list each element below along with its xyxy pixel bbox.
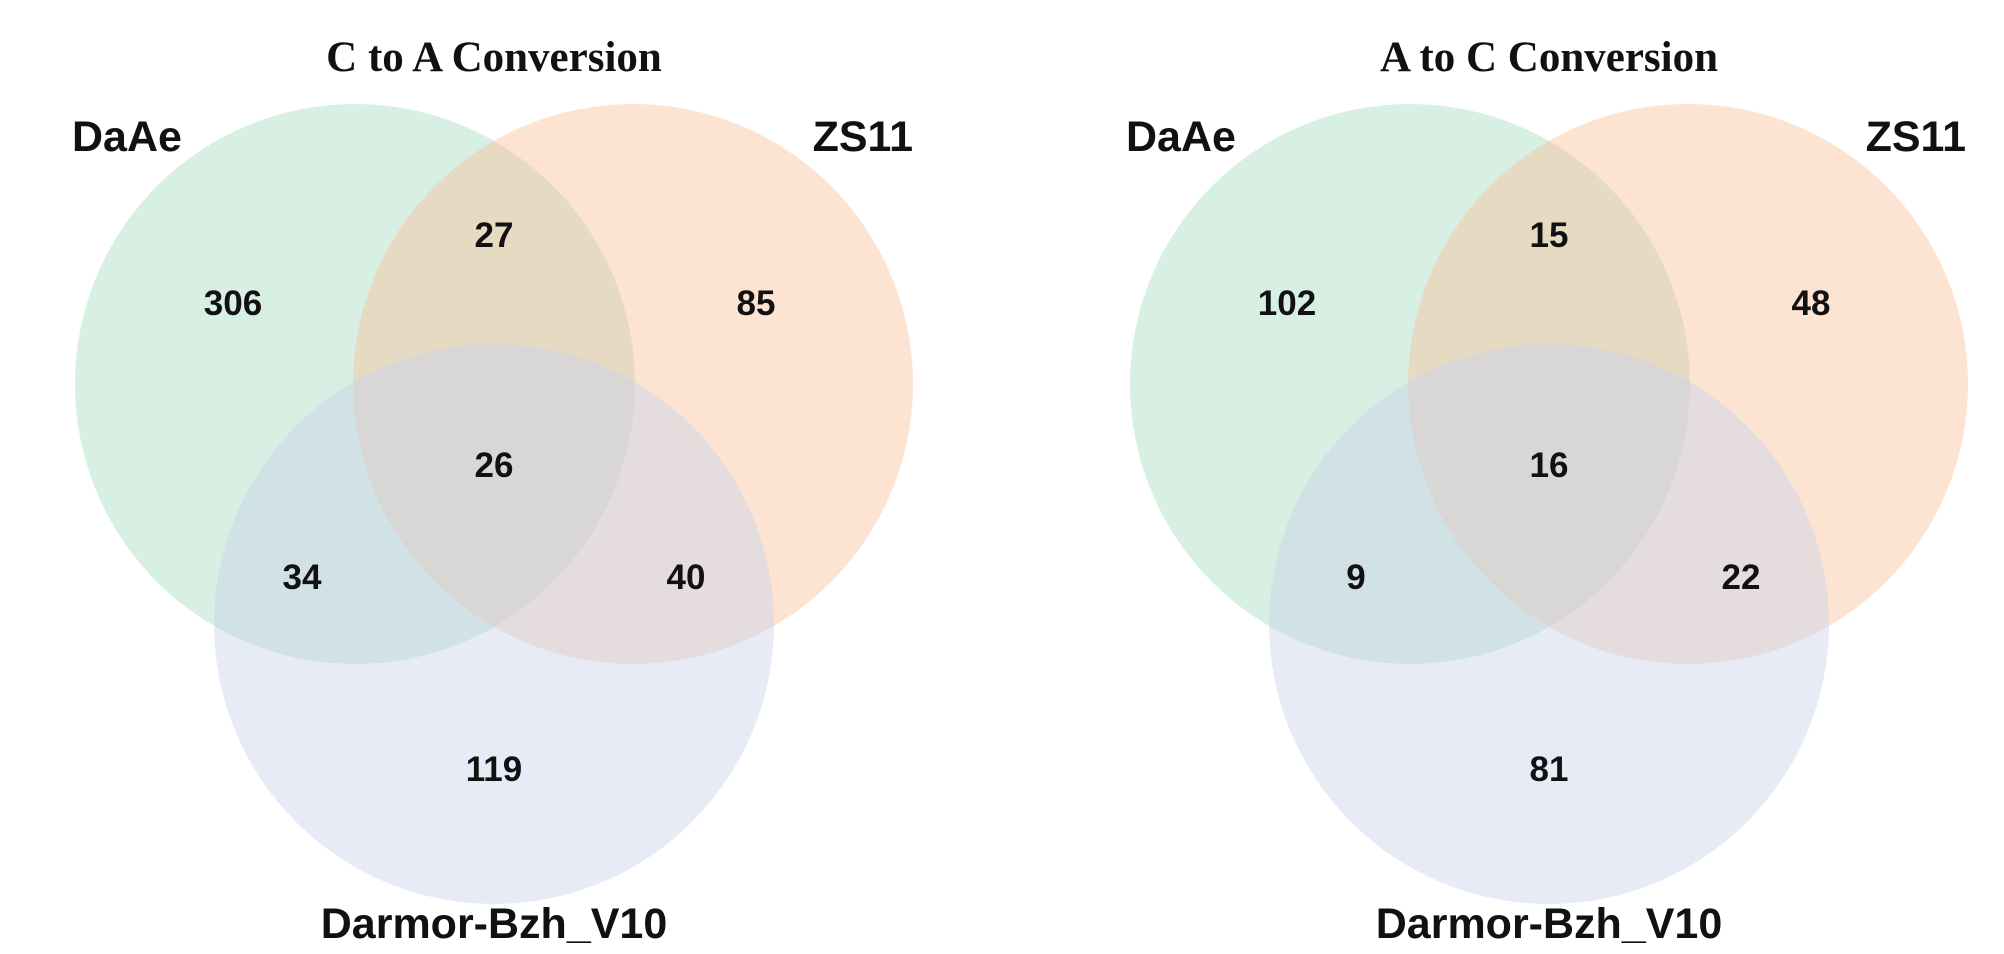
count-zs11-only: 85 bbox=[737, 284, 776, 323]
set-circle-zs11 bbox=[1408, 104, 1968, 664]
panel-title: A to C Conversion bbox=[1380, 34, 1718, 81]
count-daae-zs11: 27 bbox=[475, 216, 514, 255]
count-zs11-darmor: 40 bbox=[667, 558, 706, 597]
set-label-darmor: Darmor-Bzh_V10 bbox=[321, 900, 668, 948]
venn-panel-a-to-c: A to C Conversion DaAe ZS11 Darmor-Bzh_V… bbox=[1126, 34, 1968, 948]
set-label-darmor: Darmor-Bzh_V10 bbox=[1376, 900, 1723, 948]
count-all-three: 26 bbox=[475, 446, 514, 485]
set-label-daae: DaAe bbox=[72, 113, 182, 161]
count-daae-only: 306 bbox=[204, 284, 262, 323]
set-circle-daae bbox=[1130, 104, 1690, 664]
count-daae-zs11: 15 bbox=[1530, 216, 1569, 255]
set-circle-daae bbox=[75, 104, 635, 664]
count-darmor-only: 119 bbox=[466, 750, 522, 789]
set-label-zs11: ZS11 bbox=[813, 113, 913, 161]
count-daae-darmor: 9 bbox=[1346, 558, 1365, 597]
set-label-daae: DaAe bbox=[1126, 113, 1236, 161]
panel-title: C to A Conversion bbox=[326, 34, 662, 81]
set-circle-darmor bbox=[1269, 344, 1829, 904]
venn-panel-c-to-a: C to A Conversion DaAe ZS11 Darmor-Bzh_V… bbox=[72, 34, 913, 948]
count-all-three: 16 bbox=[1530, 446, 1569, 485]
count-darmor-only: 81 bbox=[1530, 750, 1569, 789]
set-label-zs11: ZS11 bbox=[1866, 113, 1966, 161]
count-zs11-only: 48 bbox=[1792, 284, 1831, 323]
count-zs11-darmor: 22 bbox=[1722, 558, 1761, 597]
set-circle-darmor bbox=[214, 344, 774, 904]
set-circle-zs11 bbox=[353, 104, 913, 664]
count-daae-darmor: 34 bbox=[283, 558, 322, 597]
count-daae-only: 102 bbox=[1258, 284, 1316, 323]
